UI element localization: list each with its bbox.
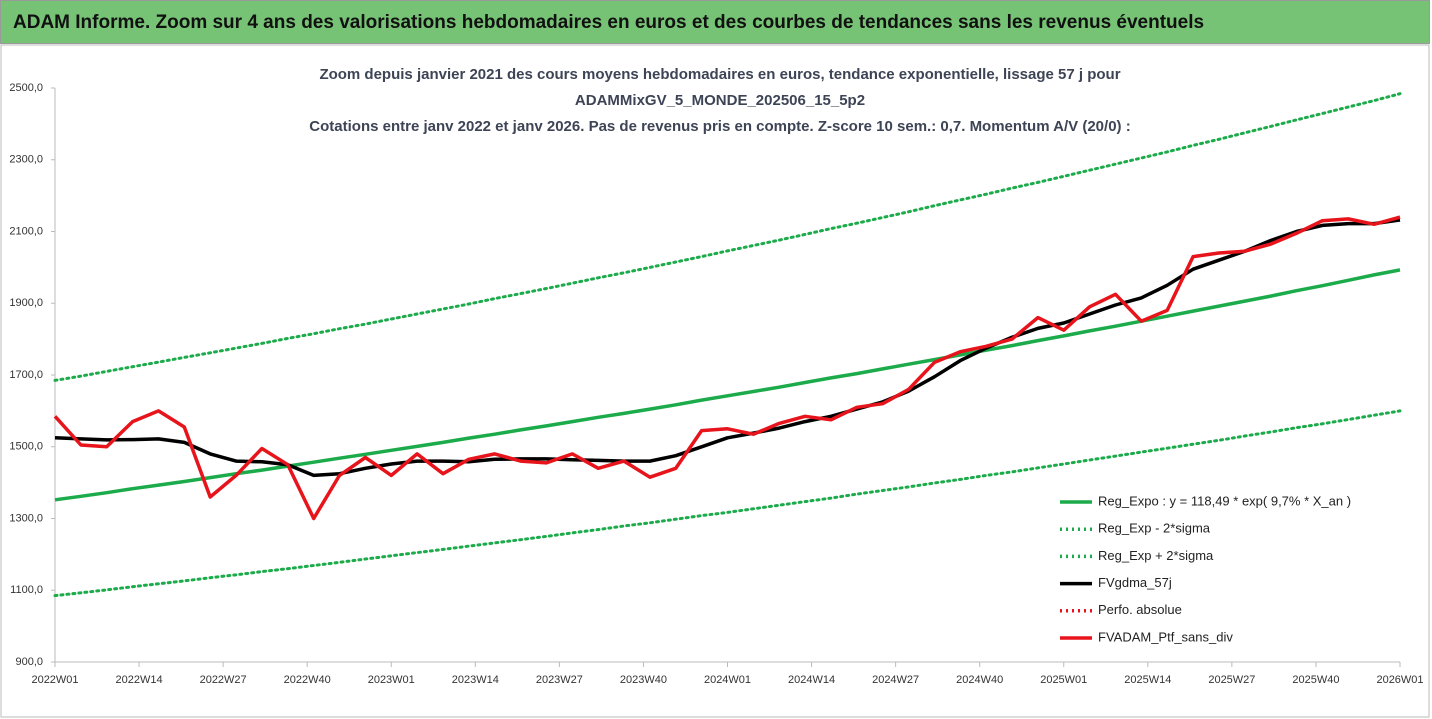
x-tick-label: 2023W14 <box>452 674 499 686</box>
y-tick-label: 1900,0 <box>9 297 43 309</box>
x-tick-label: 2022W40 <box>284 674 331 686</box>
x-tick-label: 2023W27 <box>536 674 583 686</box>
chart-title: Cotations entre janv 2022 et janv 2026. … <box>309 118 1130 135</box>
x-tick-label: 2022W14 <box>116 674 163 686</box>
y-tick-label: 1100,0 <box>10 584 43 596</box>
header-title: ADAM Informe. Zoom sur 4 ans des valoris… <box>0 0 1430 44</box>
chart-title: Zoom depuis janvier 2021 des cours moyen… <box>319 66 1120 83</box>
legend-label: FVgdma_57j <box>1098 575 1172 590</box>
chart-frame <box>0 44 1430 718</box>
x-tick-label: 2025W27 <box>1208 674 1255 686</box>
y-tick-label: 2100,0 <box>9 225 43 237</box>
series-line <box>54 268 1401 502</box>
y-tick-label: 1500,0 <box>9 441 43 453</box>
legend-label: Reg_Exp - 2*sigma <box>1098 521 1211 536</box>
x-tick-label: 2023W40 <box>620 674 667 686</box>
x-tick-label: 2024W01 <box>704 674 751 686</box>
y-tick-label: 2500,0 <box>9 82 43 94</box>
x-tick-label: 2022W27 <box>200 674 247 686</box>
x-tick-label: 2025W14 <box>1124 674 1171 686</box>
y-tick-label: 1300,0 <box>9 512 43 524</box>
series-line <box>54 218 1401 478</box>
y-tick-label: 1700,0 <box>9 369 43 381</box>
legend-label: Reg_Exp + 2*sigma <box>1098 548 1214 563</box>
x-tick-label: 2025W01 <box>1040 674 1087 686</box>
series-line <box>53 92 1402 382</box>
legend-label: Reg_Expo : y = 118,49 * exp( 9,7% * X_an… <box>1098 493 1351 508</box>
x-tick-label: 2025W40 <box>1292 674 1339 686</box>
series-line <box>53 409 1402 598</box>
x-tick-label: 2023W01 <box>368 674 415 686</box>
series-line <box>53 215 1401 521</box>
y-tick-label: 2300,0 <box>9 154 43 166</box>
x-tick-label: 2026W01 <box>1376 674 1423 686</box>
y-tick-label: 900,0 <box>15 656 43 668</box>
x-tick-label: 2024W14 <box>788 674 835 686</box>
chart-title: ADAMMixGV_5_MONDE_202506_15_5p2 <box>575 92 865 109</box>
x-tick-label: 2024W40 <box>956 674 1003 686</box>
chart: Zoom depuis janvier 2021 des cours moyen… <box>0 44 1430 718</box>
x-tick-label: 2024W27 <box>872 674 919 686</box>
x-tick-label: 2022W01 <box>31 674 78 686</box>
legend-label: Perfo. absolue <box>1098 602 1182 617</box>
legend-label: FVADAM_Ptf_sans_div <box>1098 629 1233 644</box>
